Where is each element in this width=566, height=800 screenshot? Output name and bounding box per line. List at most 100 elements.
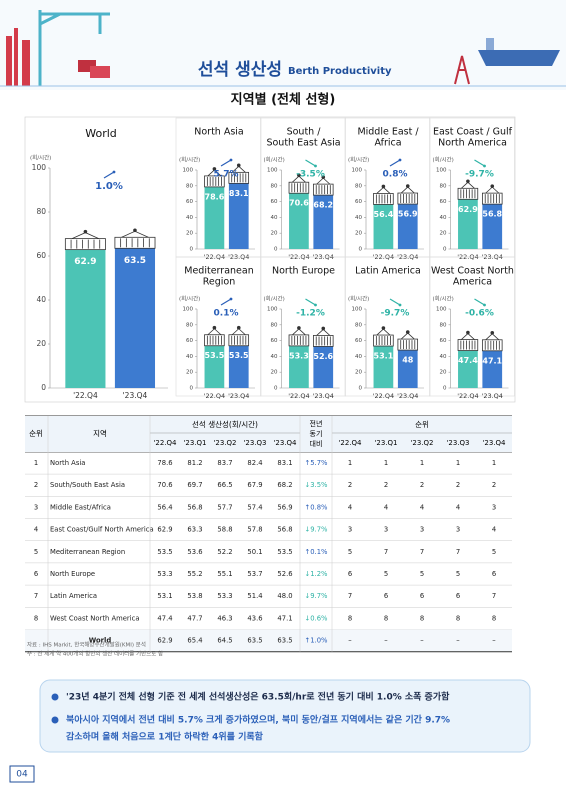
- bar: [397, 204, 418, 249]
- table-cell: 1: [456, 459, 460, 467]
- header-cell: 선석 생산성(회/시간): [192, 419, 258, 429]
- header-cell: 순위: [415, 420, 429, 429]
- table-cell: 83.1: [277, 459, 292, 467]
- hook-icon: [461, 333, 475, 340]
- table-cell: 4: [456, 503, 460, 511]
- change-arrow-head: [229, 158, 233, 162]
- y-tick-label: 0: [443, 247, 447, 253]
- container-icon: [204, 334, 225, 347]
- hook-icon: [321, 175, 326, 179]
- table-cell: 68.2: [277, 481, 292, 489]
- table-cell: 8: [384, 614, 388, 622]
- header-cell: '23.Q1: [374, 439, 397, 447]
- chart-title: Middle East /: [357, 127, 419, 138]
- y-tick-label: 80: [440, 322, 447, 328]
- y-tick-label: 0: [190, 386, 194, 392]
- value-label: 47.1: [482, 356, 502, 365]
- container-icon: [373, 334, 394, 347]
- table-cell: 78.6: [157, 459, 172, 467]
- table-cell: 53.3: [217, 592, 232, 600]
- hook-icon: [212, 325, 217, 330]
- y-tick-label: 20: [271, 231, 278, 237]
- table-cell: 63.5: [247, 637, 262, 645]
- container-icon: [312, 335, 334, 347]
- y-tick-label: 0: [359, 247, 363, 253]
- table-cell: 46.3: [217, 614, 232, 622]
- y-tick-label: 20: [186, 370, 193, 376]
- table-cell: 53.7: [247, 570, 262, 578]
- change-annotation: -0.6%: [465, 309, 494, 319]
- value-label: 62.9: [74, 257, 96, 267]
- y-tick-label: 20: [36, 339, 46, 348]
- table-cell: 66.5: [217, 481, 232, 489]
- header-cell: '23.Q4: [273, 439, 297, 447]
- y-tick-label: 100: [436, 168, 447, 174]
- value-label: 53.3: [289, 351, 309, 360]
- value-label: 53.5: [229, 351, 249, 360]
- y-tick-label: 60: [355, 199, 362, 205]
- value-label: 56.9: [398, 210, 418, 219]
- bar: [228, 183, 249, 249]
- table-cell: 7: [456, 548, 460, 556]
- unit-label: (회/시간): [433, 156, 454, 164]
- change-arrow: [389, 159, 401, 167]
- hook-icon: [297, 326, 301, 330]
- table-cell: 3: [492, 503, 496, 511]
- table-cell: –: [384, 637, 388, 645]
- y-tick-label: 100: [183, 307, 194, 313]
- y-tick-label: 40: [355, 354, 362, 360]
- y-tick-label: 0: [41, 383, 46, 392]
- change-arrow-head: [229, 297, 233, 301]
- table-cell: 7: [492, 592, 496, 600]
- y-tick-label: 100: [352, 307, 363, 313]
- bar: [313, 195, 334, 249]
- chart-title: North Asia: [194, 127, 244, 138]
- table-cell: 1: [420, 459, 424, 467]
- container-icon: [481, 339, 503, 352]
- table-cell: 2: [348, 481, 352, 489]
- table-cell: 4: [34, 526, 38, 534]
- x-tick-label: '22.Q4: [288, 392, 309, 400]
- table-cell: 56.8: [277, 526, 292, 534]
- table-cell: 69.7: [187, 481, 202, 489]
- y-tick-label: 60: [271, 338, 278, 344]
- table-cell: 5: [384, 570, 388, 578]
- chart-title: Mediterranean: [184, 266, 253, 277]
- bar: [397, 350, 418, 388]
- table-cell: 53.1: [157, 592, 172, 600]
- table-cell: ↓1.2%: [305, 570, 329, 578]
- table-cell: 57.7: [217, 503, 232, 511]
- table-cell: 47.7: [187, 614, 202, 622]
- container-icon: [288, 181, 310, 194]
- table-cell: –: [456, 637, 460, 645]
- change-arrow: [103, 171, 115, 179]
- container-icon: [204, 175, 225, 188]
- table-cell: Mediterranean Region: [50, 548, 125, 556]
- table-cell: ↑1.0%: [305, 637, 329, 645]
- chart-frame: [24, 116, 516, 403]
- summary-text: '23년 4분기 전체 선형 기준 전 세계 선석생산성은 63.5회/hr로 …: [66, 691, 450, 703]
- y-tick-label: 80: [355, 322, 362, 328]
- container-icon: [373, 193, 394, 205]
- y-tick-label: 80: [186, 322, 193, 328]
- table-cell: 7: [420, 548, 424, 556]
- bar: [458, 350, 478, 388]
- table-cell: 51.4: [247, 592, 262, 600]
- change-annotation: -9.7%: [465, 170, 494, 180]
- unit-label: (회/시간): [179, 295, 200, 303]
- header-cell: '23.Q3: [446, 439, 469, 447]
- header-cell: '23.Q2: [213, 439, 236, 447]
- x-tick-label: '22.Q4: [457, 392, 478, 400]
- table-cell: 47.1: [277, 614, 292, 622]
- table-cell: 5: [348, 548, 352, 556]
- table-cell: 65.4: [187, 637, 202, 645]
- table-cell: 7: [348, 592, 352, 600]
- change-arrow-head: [398, 303, 402, 307]
- hook-icon: [133, 228, 137, 233]
- table-cell: East Coast/Gulf North America: [50, 526, 154, 534]
- change-arrow: [389, 298, 401, 306]
- change-arrow-head: [483, 164, 486, 168]
- hook-icon: [236, 325, 241, 330]
- table-cell: 56.9: [277, 503, 292, 511]
- unit-label: (회/시간): [348, 295, 369, 303]
